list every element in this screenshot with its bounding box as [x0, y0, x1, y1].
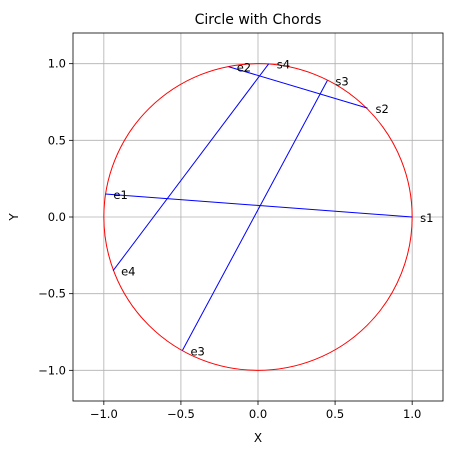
- chord-end-label-4: e4: [121, 265, 135, 279]
- x-tick-label: 0.0: [249, 407, 267, 421]
- chart-marks: s1 e1 s2 e2 s3 e3 s4 e4: [103, 58, 433, 371]
- x-tick-label: 0.5: [326, 407, 344, 421]
- chord-end-label-3: e3: [190, 344, 204, 358]
- y-tick-label: 0.0: [48, 210, 66, 224]
- x-tick-label: 1.0: [403, 407, 421, 421]
- chord-4: [112, 63, 270, 271]
- x-axis-label: X: [254, 431, 262, 445]
- grid-lines: [73, 33, 443, 401]
- plot-frame: [72, 32, 444, 402]
- chord-3: [182, 80, 328, 351]
- y-axis-label: Y: [7, 213, 21, 222]
- y-tick-label: −0.5: [38, 287, 66, 301]
- chord-end-label-1: e1: [113, 188, 127, 202]
- chord-start-label-3: s3: [335, 75, 348, 89]
- chart-title: Circle with Chords: [195, 12, 322, 28]
- x-tick-label: −0.5: [167, 407, 195, 421]
- y-tick-label: 1.0: [48, 57, 66, 71]
- y-tick-label: 0.5: [48, 133, 66, 147]
- chord-start-label-1: s1: [420, 211, 433, 225]
- chord-start-label-2: s2: [375, 102, 388, 116]
- chord-1: [105, 193, 413, 218]
- ticks: −1.0 −0.5 0.0 0.5 1.0 −1.0 −0.5 0.0 0.5 1.0: [38, 57, 421, 421]
- y-tick-label: −1.0: [38, 363, 66, 377]
- chord-2: [228, 66, 368, 109]
- chord-start-label-4: s4: [277, 58, 290, 72]
- circle-outline: [103, 63, 413, 371]
- chord-end-label-2: e2: [237, 61, 251, 75]
- x-tick-label: −1.0: [90, 407, 118, 421]
